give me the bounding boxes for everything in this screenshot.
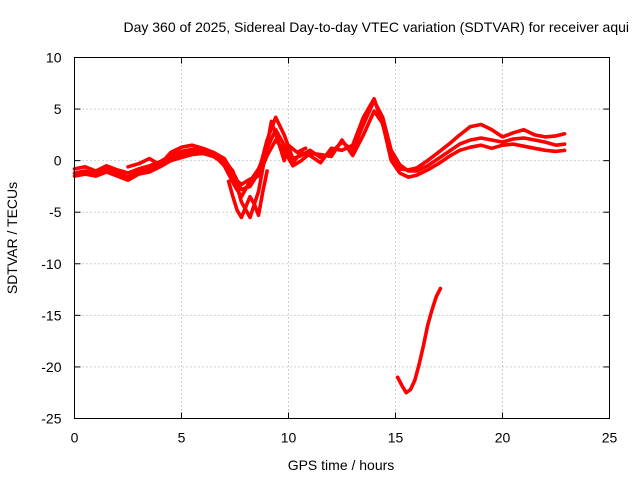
y-tick-label: 5 xyxy=(54,101,62,117)
y-tick-label: -10 xyxy=(41,256,61,272)
y-tick-label: -25 xyxy=(41,411,61,427)
y-tick-label: 0 xyxy=(54,153,62,169)
y-axis-label: SDTVAR / TECUs xyxy=(4,182,20,294)
tick-layer: 0 5 10 15 20 25 10 5 0 -5 -10 -15 -20 -25 xyxy=(41,50,617,446)
x-tick-label: 20 xyxy=(495,430,511,446)
y-tick-label: -5 xyxy=(49,204,62,220)
x-axis-label: GPS time / hours xyxy=(288,457,395,473)
plot-frame xyxy=(74,57,610,419)
series-line-sat-f xyxy=(395,286,443,395)
grid-layer xyxy=(74,57,610,419)
series-line-sat-d xyxy=(126,119,308,220)
x-tick-label: 10 xyxy=(281,430,297,446)
y-tick-label: -15 xyxy=(41,307,61,323)
series-line-sat-e xyxy=(226,169,269,220)
y-tick-label: 10 xyxy=(46,50,62,66)
y-tick-label: -20 xyxy=(41,359,61,375)
x-tick-label: 0 xyxy=(71,430,79,446)
x-tick-label: 15 xyxy=(388,430,404,446)
x-tick-label: 5 xyxy=(178,430,186,446)
x-tick-label: 25 xyxy=(602,430,618,446)
series-line-sat-a xyxy=(72,99,567,192)
chart-title: Day 360 of 2025, Sidereal Day-to-day VTE… xyxy=(123,19,629,35)
series-layer xyxy=(72,97,567,395)
series-line-sat-c xyxy=(72,109,567,187)
